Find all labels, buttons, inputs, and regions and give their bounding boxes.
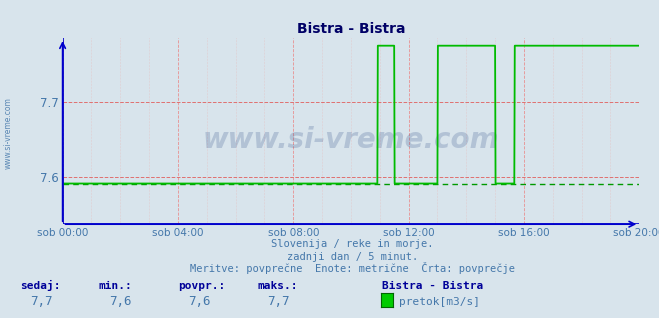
Text: pretok[m3/s]: pretok[m3/s] [399,297,480,307]
Text: sedaj:: sedaj: [20,280,60,291]
Text: Bistra - Bistra: Bistra - Bistra [382,281,484,291]
Title: Bistra - Bistra: Bistra - Bistra [297,22,405,36]
Text: Meritve: povprečne  Enote: metrične  Črta: povprečje: Meritve: povprečne Enote: metrične Črta:… [190,262,515,274]
Text: zadnji dan / 5 minut.: zadnji dan / 5 minut. [287,252,418,262]
Text: www.si-vreme.com: www.si-vreme.com [203,127,499,155]
Text: www.si-vreme.com: www.si-vreme.com [3,98,13,169]
Text: maks.:: maks.: [257,281,297,291]
Text: 7,7: 7,7 [30,295,52,308]
Text: 7,6: 7,6 [188,295,210,308]
Text: 7,6: 7,6 [109,295,131,308]
Text: povpr.:: povpr.: [178,281,225,291]
Text: Slovenija / reke in morje.: Slovenija / reke in morje. [272,239,434,249]
Text: min.:: min.: [99,281,132,291]
Text: 7,7: 7,7 [267,295,289,308]
